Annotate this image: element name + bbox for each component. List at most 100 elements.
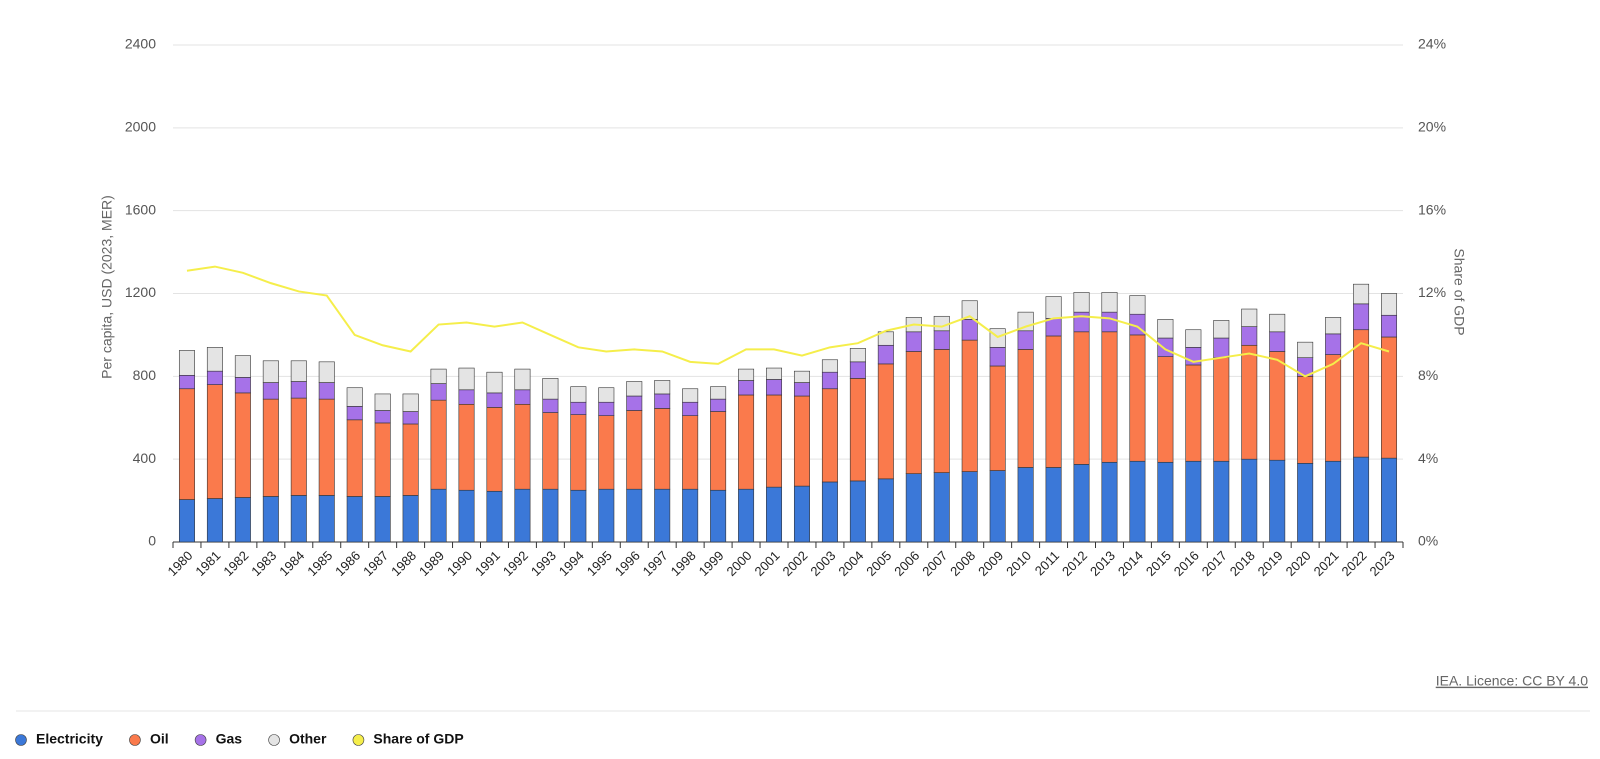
y-tick-label: 1600 <box>125 201 156 217</box>
bar-segment <box>178 374 195 390</box>
bar-segment <box>234 377 251 394</box>
bar-segment <box>738 380 755 396</box>
bar-segment <box>877 344 894 365</box>
bar-segment <box>1185 460 1202 543</box>
bar-segment <box>1381 457 1398 543</box>
bar-segment <box>1241 458 1258 543</box>
bar-segment <box>262 398 279 497</box>
bar-segment <box>458 403 475 491</box>
bar-segment <box>626 410 643 490</box>
y2-tick-label: 24% <box>1418 36 1446 52</box>
bar-segment <box>514 368 531 391</box>
bar-segment <box>178 350 195 376</box>
y-tick-label: 2000 <box>125 119 156 135</box>
x-tick-label: 2003 <box>807 548 838 579</box>
bar-segment <box>262 360 279 383</box>
bar-segment <box>206 498 223 543</box>
bar-segment <box>262 382 279 400</box>
bar-segment <box>766 486 783 543</box>
bar-segment <box>318 361 335 383</box>
y2-tick-label: 0% <box>1418 533 1438 549</box>
bar-segment <box>570 414 587 491</box>
x-tick-label: 1999 <box>696 548 727 579</box>
x-tick-label: 1993 <box>528 548 559 579</box>
bar-segment <box>1213 460 1230 543</box>
bar-segment <box>570 489 587 543</box>
x-tick-label: 2021 <box>1311 548 1342 579</box>
bar-segment <box>989 365 1006 471</box>
bar-segment <box>374 496 391 543</box>
bar-segment <box>1353 456 1370 543</box>
bar-segment <box>1325 317 1342 335</box>
x-tick-label: 1982 <box>220 548 251 579</box>
bar-segment <box>626 488 643 543</box>
legend-marker <box>129 734 141 746</box>
bar-segment <box>849 480 866 543</box>
x-tick-label: 2002 <box>779 548 810 579</box>
bar-segment <box>1325 354 1342 462</box>
bar-segment <box>961 300 978 320</box>
bar-segment <box>821 481 838 543</box>
bar-segment <box>738 368 755 381</box>
x-tick-label: 2023 <box>1367 548 1398 579</box>
bar-segment <box>1185 329 1202 348</box>
bar-segment <box>1269 313 1286 333</box>
bar-segment <box>346 419 363 497</box>
bar-segment <box>1185 364 1202 462</box>
x-tick-label: 2014 <box>1115 548 1146 579</box>
bar-segment <box>1269 459 1286 543</box>
bar-segment <box>710 411 727 491</box>
x-tick-label: 1991 <box>472 548 503 579</box>
y-tick-label: 0 <box>148 533 156 549</box>
bar-segment <box>1269 331 1286 352</box>
y2-tick-label: 20% <box>1418 119 1446 135</box>
bar-segment <box>346 387 363 407</box>
bar-segment <box>1157 337 1174 357</box>
bar-segment <box>989 347 1006 367</box>
x-tick-label: 1990 <box>444 548 475 579</box>
bar-segment <box>989 470 1006 543</box>
bar-segment <box>766 394 783 488</box>
bar-segment <box>933 330 950 350</box>
x-tick-label: 2005 <box>863 548 894 579</box>
bar-segment <box>318 382 335 400</box>
x-tick-label: 1980 <box>164 548 195 579</box>
bar-segment <box>514 389 531 405</box>
bar-segment <box>1241 344 1258 460</box>
bar-segment <box>821 359 838 373</box>
bar-segment <box>402 411 419 425</box>
bar-segment <box>1101 292 1118 313</box>
legend-label: Electricity <box>36 731 103 747</box>
bar-segment <box>570 386 587 403</box>
bar-segment <box>430 488 447 543</box>
bar-segment <box>1213 320 1230 339</box>
bar-segment <box>598 387 615 403</box>
x-tick-label: 1981 <box>192 548 223 579</box>
bar-segment <box>1353 303 1370 331</box>
bar-segment <box>234 355 251 378</box>
x-tick-label: 2008 <box>947 548 978 579</box>
y2-axis-title: Share of GDP <box>1451 248 1467 335</box>
x-tick-label: 1994 <box>556 548 587 579</box>
bar-segment <box>1017 467 1034 543</box>
credit[interactable]: IEA. Licence: CC BY 4.0 <box>1436 673 1588 689</box>
bar-segment <box>542 378 559 400</box>
bar-segment <box>178 499 195 543</box>
bar-segment <box>1129 460 1146 543</box>
bar-segment <box>1325 333 1342 355</box>
bar-segment <box>570 401 587 415</box>
bar-segment <box>1045 318 1062 337</box>
bar-segment <box>402 393 419 412</box>
bar-segment <box>486 371 503 394</box>
x-tick-label: 2019 <box>1255 548 1286 579</box>
bar-segment <box>402 423 419 496</box>
bar-segment <box>598 401 615 416</box>
x-tick-label: 2022 <box>1339 548 1370 579</box>
x-tick-label: 2004 <box>835 548 866 579</box>
bar-segment <box>542 398 559 413</box>
bar-segment <box>1353 283 1370 305</box>
bar-segment <box>793 370 810 383</box>
bar-segment <box>178 388 195 500</box>
bar-segment <box>1101 331 1118 463</box>
